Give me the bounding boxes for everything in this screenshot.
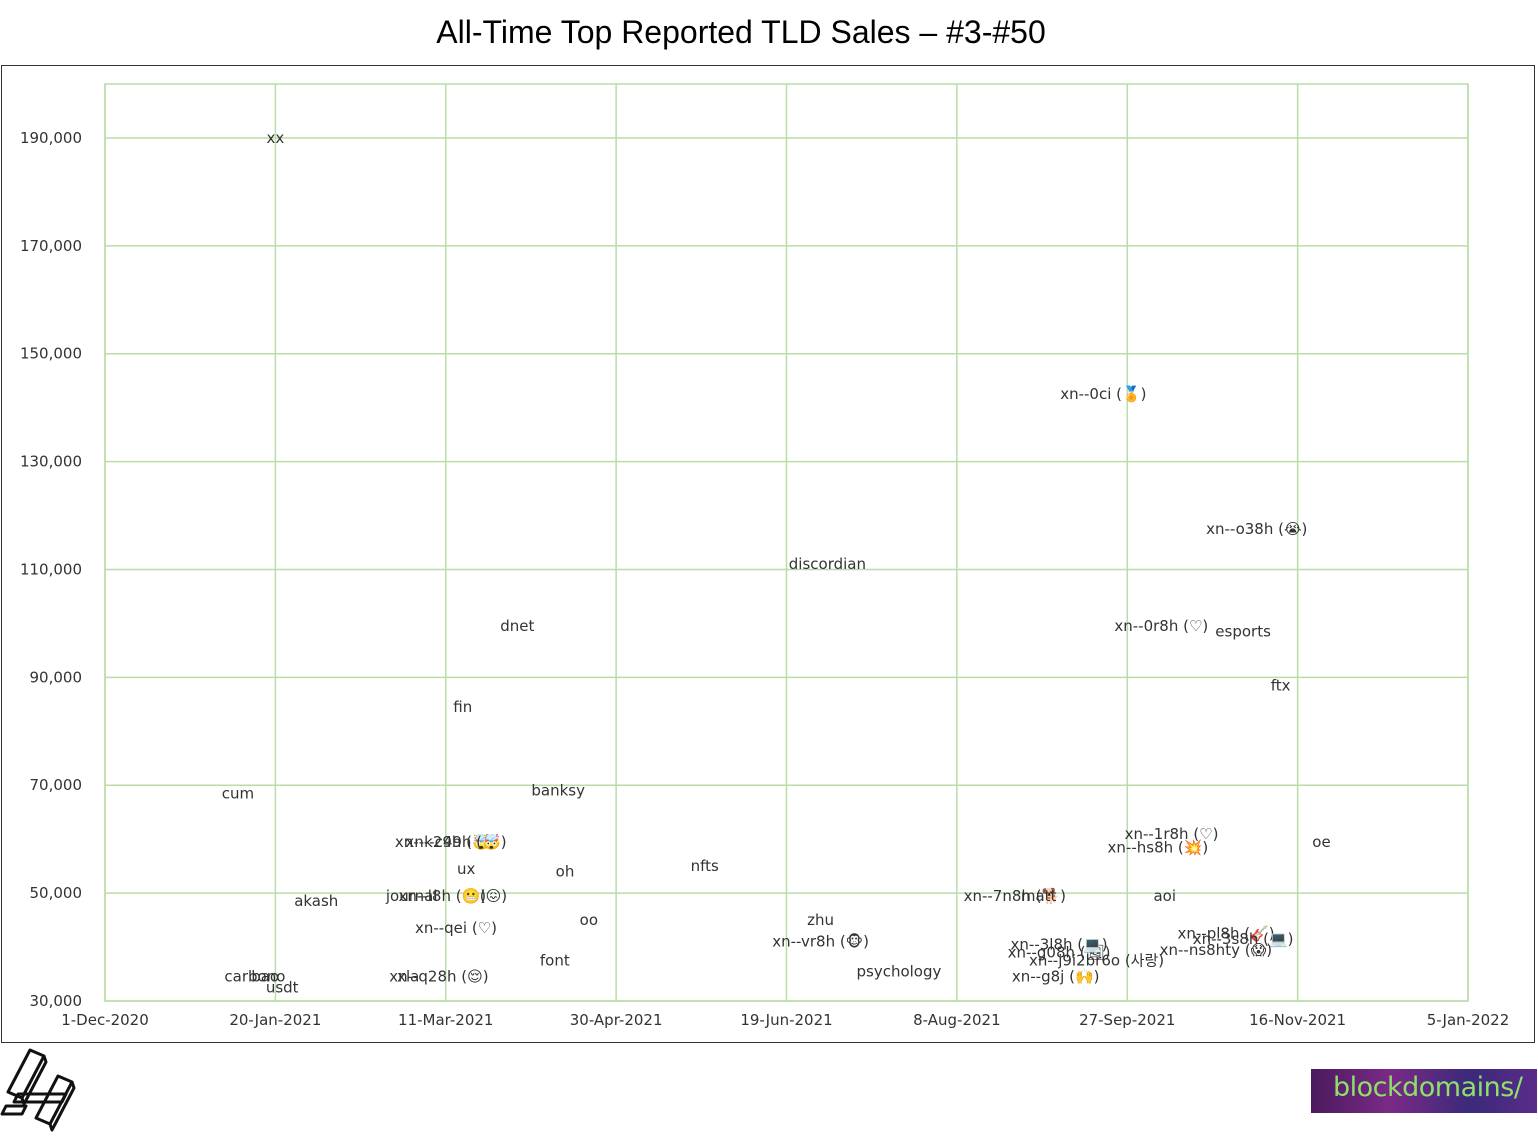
- data-point-label: xn--c49h (🤯): [405, 833, 506, 851]
- x-axis-ticks: 1-Dec-2020 20-Jan-2021 11-Mar-2021 30-Apr-2…: [61, 1011, 1509, 1029]
- x-tick-label: 20-Jan-2021: [229, 1011, 321, 1029]
- data-point-label: xn--hs8h (💥): [1108, 838, 1209, 856]
- data-point-label: xn--pl8h (🎸): [1178, 925, 1275, 943]
- x-tick-label: 27-Sep-2021: [1079, 1011, 1175, 1029]
- data-point-label: bao: [251, 968, 279, 986]
- y-axis-ticks: 30,000 50,000 70,000 90,000 110,000 130,000 15…: [20, 129, 82, 1010]
- grid-lines: [104, 83, 1469, 1002]
- x-tick-label: 30-Apr-2021: [570, 1011, 663, 1029]
- data-point-label: zhu: [807, 911, 834, 929]
- data-point-label: xn--g8j (🙌): [1012, 968, 1100, 986]
- data-point-label: journal: [385, 887, 438, 905]
- data-point-label: xn--ns8hty (😱): [1160, 941, 1272, 959]
- data-point-label: xn--qei (♡): [415, 919, 497, 937]
- scatter-chart: 30,000 50,000 70,000 90,000 110,000 130,000 15…: [20, 83, 1509, 1029]
- x-tick-label: 1-Dec-2020: [61, 1011, 149, 1029]
- y-tick-label: 190,000: [20, 129, 82, 147]
- data-point-label: xn--3l8h (💻): [1011, 935, 1108, 953]
- x-tick-label: 8-Aug-2021: [913, 1011, 1001, 1029]
- data-point-label: fin: [453, 698, 472, 716]
- data-point-label: xn--vr8h (🐵): [772, 933, 869, 951]
- chart-title: All-Time Top Reported TLD Sales – #3-#50: [436, 14, 1046, 50]
- data-point-label: matt: [1021, 887, 1057, 905]
- blockdomains-logo-text: blockdomains/: [1333, 1072, 1523, 1103]
- data-point-label: nfts: [691, 857, 719, 875]
- data-point-label: xn--o38h (😭): [1206, 520, 1307, 538]
- data-point-label: akash: [294, 892, 338, 910]
- data-point-label: ux: [457, 860, 476, 878]
- data-point-label: oe: [1312, 833, 1330, 851]
- data-point-label: (😖): [480, 887, 507, 905]
- data-point-label: dnet: [500, 617, 534, 635]
- y-tick-label: 130,000: [20, 453, 82, 471]
- data-point-label: xn--q28h (😌): [389, 968, 488, 986]
- data-point-label: aoi: [1153, 887, 1176, 905]
- y-tick-label: 90,000: [30, 668, 83, 686]
- data-point-label: xx: [266, 129, 284, 147]
- data-point-label: xla: [397, 968, 419, 986]
- data-point-label: xn--l8h (😬): [399, 887, 487, 905]
- y-tick-label: 50,000: [30, 884, 83, 902]
- x-tick-label: 16-Nov-2021: [1249, 1011, 1346, 1029]
- data-point-label: xn--k29h (🤯): [395, 833, 497, 851]
- data-point-label: banksy: [531, 782, 585, 800]
- data-point-label: xn--g08h (🖼): [1008, 943, 1111, 961]
- y-tick-label: 110,000: [20, 560, 82, 578]
- x-tick-label: 11-Mar-2021: [398, 1011, 493, 1029]
- data-point-label: xn--0r8h (♡): [1114, 617, 1208, 635]
- data-point-label: oo: [580, 911, 598, 929]
- data-point-label: font: [540, 952, 570, 970]
- data-point-label: usdt: [266, 979, 299, 997]
- data-point-label: xn--3s8h (💻): [1193, 930, 1294, 948]
- data-point-label: xn--7n8h (🐕): [964, 887, 1066, 905]
- data-point-label: xn--0ci (🏅): [1060, 385, 1146, 403]
- chart-frame: 30,000 50,000 70,000 90,000 110,000 130,000 15…: [1, 65, 1535, 1043]
- data-point-label: xn--j9i2br6o (사랑): [1029, 952, 1164, 970]
- y-tick-label: 30,000: [30, 992, 83, 1010]
- data-point-label: discordian: [789, 555, 866, 573]
- h-logo-icon: [0, 1048, 76, 1132]
- x-tick-label: 19-Jun-2021: [740, 1011, 832, 1029]
- y-tick-label: 150,000: [20, 345, 82, 363]
- data-point-label: oh: [556, 863, 575, 881]
- blockdomains-logo: blockdomains/: [1311, 1069, 1537, 1113]
- y-tick-label: 170,000: [20, 237, 82, 255]
- y-tick-label: 70,000: [30, 776, 83, 794]
- data-point-label: psychology: [857, 962, 942, 980]
- data-point-label: ftx: [1271, 676, 1291, 694]
- data-point-label: carbono: [224, 968, 285, 986]
- data-point-label: xn--1r8h (♡): [1125, 825, 1219, 843]
- x-tick-label: 5-Jan-2022: [1427, 1011, 1510, 1029]
- data-point-label: esports: [1215, 623, 1271, 641]
- data-point-label: cum: [222, 784, 254, 802]
